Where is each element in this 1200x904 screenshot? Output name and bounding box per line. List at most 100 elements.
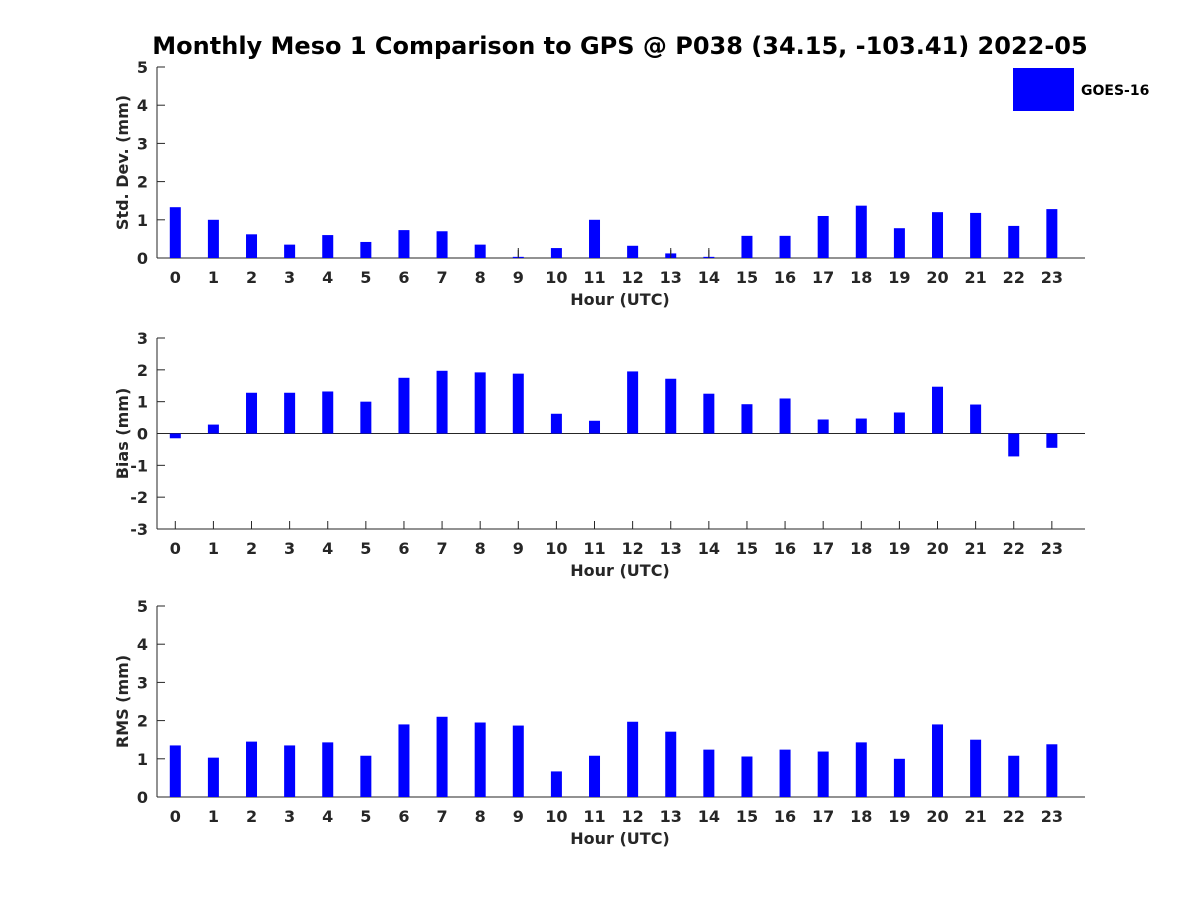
std-dev-x-tick-label: 22	[1003, 268, 1025, 287]
rms-x-tick-label: 4	[322, 807, 333, 826]
std-dev-bar-20	[932, 212, 944, 258]
std-dev-bar-23	[1046, 209, 1058, 258]
rms-x-tick-label: 15	[736, 807, 758, 826]
rms-x-tick-label: 1	[208, 807, 219, 826]
bias-bar-0	[169, 433, 181, 439]
rms-y-tick-label: 1	[137, 750, 148, 769]
std-dev-x-tick-label: 14	[698, 268, 720, 287]
bias-x-tick-label: 13	[660, 539, 682, 558]
std-dev-x-tick-label: 13	[660, 268, 682, 287]
bias-x-tick-label: 14	[698, 539, 720, 558]
bias-bar-3	[284, 392, 296, 434]
rms-x-tick-label: 19	[888, 807, 910, 826]
bias-x-tick-label: 20	[926, 539, 948, 558]
std-dev-bar-11	[589, 219, 601, 258]
bias-x-tick-label: 11	[583, 539, 605, 558]
rms-x-tick-label: 3	[284, 807, 295, 826]
std-dev-x-tick-label: 9	[513, 268, 524, 287]
bias-x-tick-label: 4	[322, 539, 333, 558]
bias-x-tick-label: 23	[1041, 539, 1063, 558]
rms-y-tick-label: 2	[137, 712, 148, 731]
rms-bar-2	[246, 741, 258, 797]
rms-x-tick-label: 11	[583, 807, 605, 826]
bias-x-tick-label: 21	[964, 539, 986, 558]
rms-x-tick-label: 21	[964, 807, 986, 826]
std-dev-x-tick-label: 2	[246, 268, 257, 287]
rms-bar-12	[627, 721, 639, 797]
bias-x-tick-label: 2	[246, 539, 257, 558]
rms-bar-23	[1046, 744, 1058, 797]
std-dev-x-tick-label: 21	[964, 268, 986, 287]
rms-bar-7	[436, 716, 448, 797]
std-dev-x-tick-label: 7	[436, 268, 447, 287]
bias-bar-22	[1008, 433, 1020, 457]
bias-y-label: Bias (mm)	[113, 388, 132, 480]
rms-bar-18	[855, 742, 867, 797]
bias-bar-15	[741, 404, 753, 434]
std-dev-x-tick-label: 15	[736, 268, 758, 287]
rms-x-tick-label: 7	[436, 807, 447, 826]
rms-bar-15	[741, 756, 753, 797]
rms-bar-5	[360, 755, 372, 797]
rms-bar-0	[169, 745, 181, 797]
bias-x-tick-label: 22	[1003, 539, 1025, 558]
std-dev-x-tick-label: 12	[621, 268, 643, 287]
bias-x-tick-label: 16	[774, 539, 796, 558]
rms-y-label: RMS (mm)	[113, 655, 132, 748]
rms-x-tick-label: 13	[660, 807, 682, 826]
bias-x-tick-label: 6	[398, 539, 409, 558]
bias-bar-10	[550, 413, 562, 434]
bias-y-tick-label: 1	[137, 393, 148, 412]
std-dev-x-tick-label: 20	[926, 268, 948, 287]
rms-x-tick-label: 16	[774, 807, 796, 826]
std-dev-x-tick-label: 11	[583, 268, 605, 287]
bias-x-tick-label: 19	[888, 539, 910, 558]
bias-bar-11	[589, 420, 601, 434]
std-dev-x-label: Hour (UTC)	[570, 290, 670, 309]
bias-bar-12	[627, 371, 639, 434]
std-dev-x-tick-label: 23	[1041, 268, 1063, 287]
std-dev-bar-7	[436, 231, 448, 258]
rms-bar-4	[322, 742, 334, 797]
bias-y-tick-label: -1	[130, 456, 148, 475]
bias-bar-23	[1046, 433, 1058, 448]
rms-y-tick-label: 0	[137, 788, 148, 807]
bias-x-tick-label: 12	[621, 539, 643, 558]
std-dev-bar-3	[284, 244, 296, 258]
rms-bar-13	[665, 731, 677, 797]
bias-bar-13	[665, 378, 677, 434]
rms-x-tick-label: 14	[698, 807, 720, 826]
rms-bar-22	[1008, 755, 1020, 797]
bias-x-tick-label: 18	[850, 539, 872, 558]
rms-y-tick-label: 5	[137, 597, 148, 616]
std-dev-x-tick-label: 1	[208, 268, 219, 287]
bias-bar-4	[322, 391, 334, 434]
std-dev-bar-19	[893, 228, 905, 258]
std-dev-x-tick-label: 3	[284, 268, 295, 287]
bias-bar-21	[970, 404, 982, 434]
bias-y-tick-label: 0	[137, 425, 148, 444]
std-dev-bar-12	[627, 245, 639, 258]
rms-x-tick-label: 5	[360, 807, 371, 826]
bias-x-tick-label: 1	[208, 539, 219, 558]
bias-x-tick-label: 0	[170, 539, 181, 558]
bias-x-tick-label: 9	[513, 539, 524, 558]
std-dev-bar-6	[398, 230, 410, 258]
std-dev-x-tick-label: 18	[850, 268, 872, 287]
bias-bar-7	[436, 370, 448, 434]
rms-y-tick-label: 4	[137, 635, 148, 654]
rms-bar-3	[284, 745, 296, 797]
bias-y-tick-label: 2	[137, 361, 148, 380]
bias-x-tick-label: 7	[436, 539, 447, 558]
bias-x-label: Hour (UTC)	[570, 561, 670, 580]
rms-bar-6	[398, 724, 410, 797]
std-dev-bar-2	[246, 234, 258, 258]
rms-bar-17	[817, 751, 829, 797]
std-dev-y-tick-label: 0	[137, 249, 148, 268]
std-dev-y-label: Std. Dev. (mm)	[113, 95, 132, 230]
bias-bar-2	[246, 392, 258, 434]
legend-label: GOES-16	[1081, 83, 1149, 99]
rms-bar-16	[779, 749, 791, 797]
